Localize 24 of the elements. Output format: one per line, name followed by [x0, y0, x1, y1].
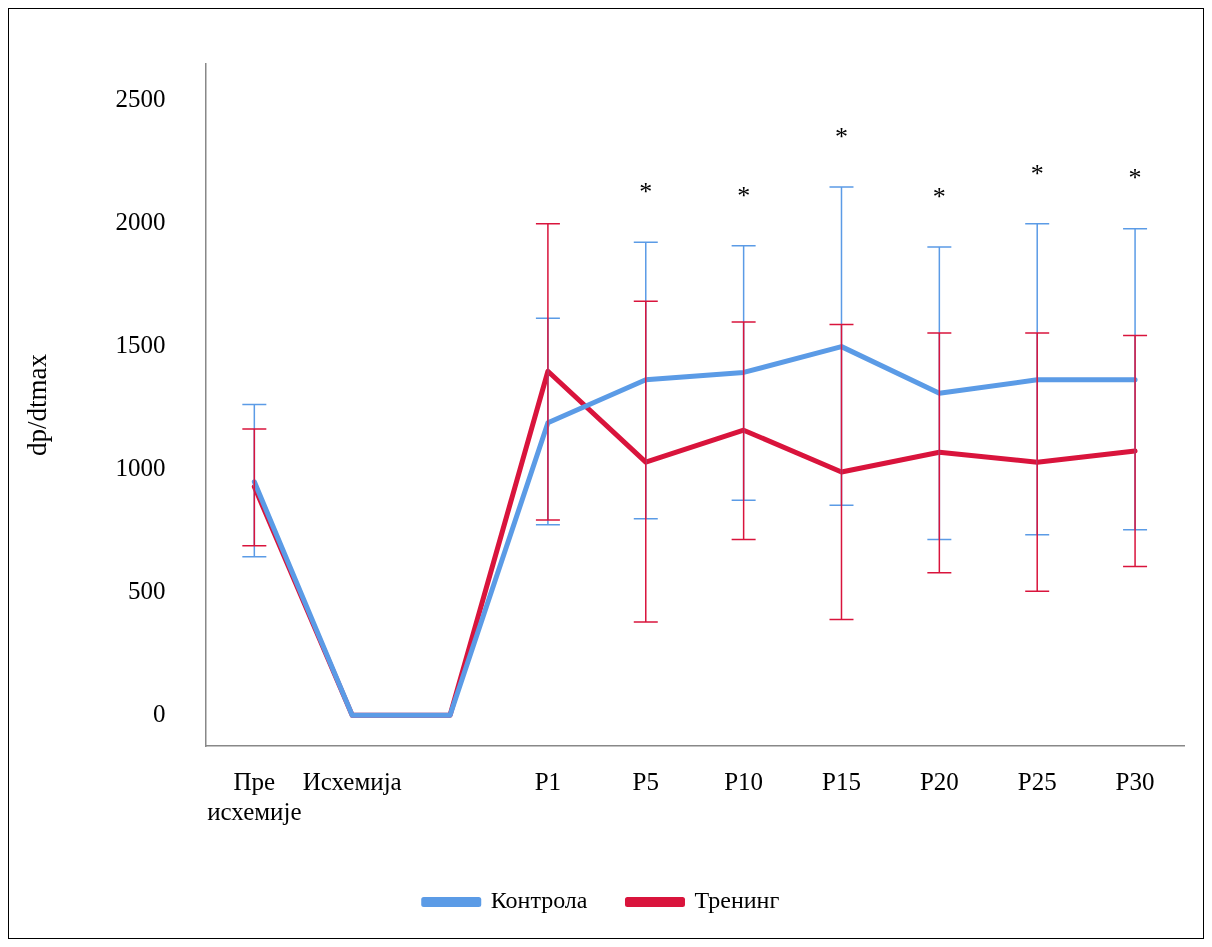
x-tick-label: P5: [632, 767, 659, 795]
annotation: *: [639, 177, 653, 207]
y-axis-title: dp/dtmax: [22, 353, 53, 456]
x-tick-label: Пре исхемије: [207, 767, 302, 825]
y-tick-label: 1500: [115, 331, 166, 359]
annotation: *: [834, 121, 848, 151]
annotation: *: [737, 180, 751, 210]
x-tick-label: P15: [822, 767, 861, 795]
annotation: *: [932, 181, 946, 211]
x-tick-label: P20: [919, 767, 959, 795]
legend-label: Контрола: [490, 887, 588, 914]
annotation: *: [1030, 158, 1044, 188]
x-tick-label: P10: [724, 767, 764, 795]
y-tick-label: 500: [127, 576, 166, 604]
x-tick-label: P1: [534, 767, 562, 795]
y-tick-label: 0: [152, 699, 166, 727]
y-tick-label: 2000: [115, 208, 166, 236]
legend-label: Тренинг: [694, 887, 780, 914]
x-tick-label: Исхемија: [302, 767, 402, 795]
annotation: *: [1128, 163, 1142, 193]
x-tick-label: P25: [1017, 767, 1057, 795]
y-tick-label: 1000: [115, 454, 166, 482]
x-tick-label: P30: [1115, 767, 1155, 795]
y-tick-label: 2500: [115, 85, 166, 113]
